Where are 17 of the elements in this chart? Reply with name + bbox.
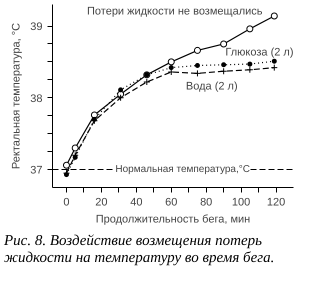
x-tick-label: 20 bbox=[95, 196, 108, 208]
x-tick-label: 80 bbox=[200, 196, 212, 208]
y-axis-title: Ректальная температура, °С bbox=[10, 22, 22, 170]
x-tick-label: 0 bbox=[63, 196, 70, 208]
y-tick-label: 38 bbox=[30, 92, 43, 105]
x-tick-label: 100 bbox=[232, 196, 250, 208]
y-tick-label: 39 bbox=[30, 21, 43, 34]
y-tick-label: 37 bbox=[30, 164, 43, 177]
ref-line-label: Нормальная температура,°С bbox=[115, 164, 250, 176]
x-tick-label: 40 bbox=[130, 196, 142, 208]
x-tick-label: 120 bbox=[266, 196, 286, 208]
x-tick-label: 60 bbox=[165, 196, 178, 208]
text: Рис. 8. Воздействие возмещения потерь жидкости на температуру во время бега. bbox=[4, 233, 276, 268]
series-label: Потери жидкости не возмещались bbox=[87, 6, 263, 18]
series-label: Вода (2 л) bbox=[186, 80, 238, 92]
x-axis-title: Продолжительность бега, мин bbox=[96, 214, 250, 226]
series-label: Глюкоза (2 л) bbox=[225, 46, 294, 59]
